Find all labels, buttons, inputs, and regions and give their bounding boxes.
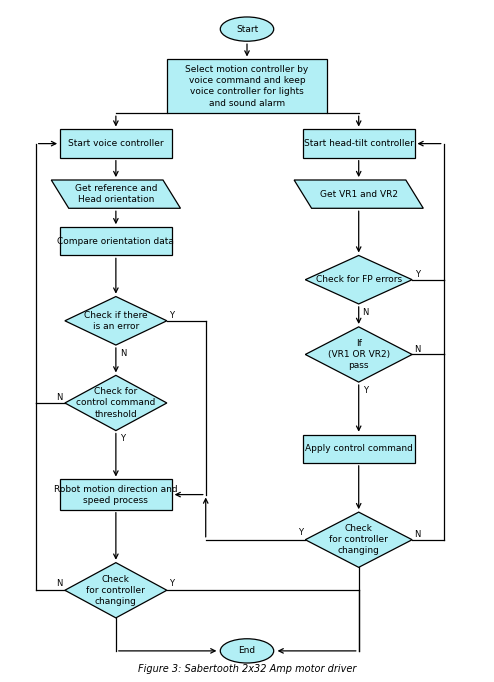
Text: N: N (56, 579, 62, 588)
Polygon shape (65, 563, 167, 618)
Text: Apply control command: Apply control command (305, 444, 412, 454)
Text: N: N (414, 530, 421, 539)
Text: Y: Y (169, 311, 174, 320)
Text: If
(VR1 OR VR2)
pass: If (VR1 OR VR2) pass (328, 339, 390, 370)
Polygon shape (65, 297, 167, 345)
Text: Check
for controller
changing: Check for controller changing (329, 524, 388, 555)
Text: N: N (414, 344, 421, 353)
FancyBboxPatch shape (303, 434, 414, 463)
Text: Select motion controller by
voice command and keep
voice controller for lights
a: Select motion controller by voice comman… (185, 65, 309, 108)
Text: Robot motion direction and
speed process: Robot motion direction and speed process (54, 484, 178, 505)
Text: Y: Y (169, 579, 174, 588)
Text: Check if there
is an error: Check if there is an error (84, 311, 148, 331)
Text: Y: Y (363, 386, 368, 395)
Text: Get VR1 and VR2: Get VR1 and VR2 (320, 190, 398, 198)
Polygon shape (305, 256, 412, 304)
Text: Check for
control command
threshold: Check for control command threshold (76, 387, 156, 419)
Polygon shape (294, 180, 423, 208)
FancyBboxPatch shape (60, 479, 172, 509)
FancyBboxPatch shape (60, 130, 172, 158)
Text: End: End (239, 647, 255, 655)
FancyBboxPatch shape (60, 227, 172, 256)
Text: Get reference and
Head orientation: Get reference and Head orientation (75, 184, 157, 204)
Text: Y: Y (120, 434, 125, 443)
Text: Compare orientation data: Compare orientation data (57, 237, 174, 246)
Ellipse shape (220, 17, 274, 41)
Text: Check
for controller
changing: Check for controller changing (86, 575, 145, 606)
Text: Figure 3: Sabertooth 2x32 Amp motor driver: Figure 3: Sabertooth 2x32 Amp motor driv… (138, 664, 356, 674)
Text: Y: Y (414, 270, 419, 279)
Text: Start: Start (236, 25, 258, 33)
Polygon shape (65, 375, 167, 430)
Text: N: N (56, 393, 62, 402)
Text: Start voice controller: Start voice controller (68, 139, 164, 148)
FancyBboxPatch shape (303, 130, 414, 158)
Polygon shape (305, 327, 412, 382)
Polygon shape (51, 180, 180, 208)
Text: N: N (363, 308, 369, 316)
Text: Check for FP errors: Check for FP errors (316, 276, 402, 284)
FancyBboxPatch shape (167, 59, 327, 113)
Polygon shape (305, 512, 412, 567)
Text: Start head-tilt controller: Start head-tilt controller (304, 139, 413, 148)
Text: Y: Y (298, 529, 303, 537)
Text: N: N (120, 349, 126, 357)
Ellipse shape (220, 639, 274, 663)
